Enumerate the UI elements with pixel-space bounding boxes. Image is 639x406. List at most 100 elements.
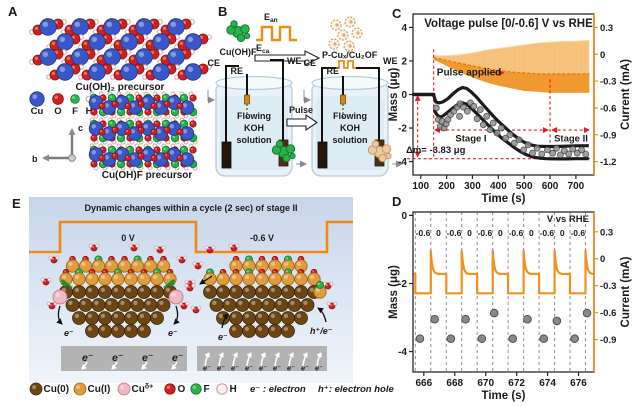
panel-b: B Cu(OH)F Ean Eca P-Cuₓ/Cu₂OF CE RE WE Flow… bbox=[207, 4, 403, 177]
substrate-left bbox=[61, 346, 187, 371]
time-tick-label: 400 bbox=[490, 181, 507, 192]
phase-voltage-label: -0.6 bbox=[478, 228, 493, 238]
mass-scatter-point bbox=[578, 146, 585, 154]
reaction-scheme: Cu(OH)F Ean Eca P-Cuₓ/Cu₂OF bbox=[220, 12, 378, 66]
current-tick-label: -0.3 bbox=[600, 77, 616, 88]
current-tick-label: 0.3 bbox=[600, 23, 613, 34]
electron-annotation: e⁻ bbox=[64, 328, 74, 338]
time-tick-label: 700 bbox=[568, 181, 585, 192]
mass-dot bbox=[523, 314, 532, 324]
mass-scatter-point bbox=[506, 131, 514, 139]
mass-scatter-point bbox=[483, 112, 491, 120]
mass-scatter-point bbox=[463, 107, 471, 115]
reaction-arrow bbox=[254, 50, 321, 66]
panel-c-label: C bbox=[392, 6, 402, 21]
mass-dot bbox=[552, 316, 562, 326]
mass-scatter-point bbox=[493, 129, 501, 137]
mass-dot bbox=[446, 334, 456, 343]
substrate-electron-label: e⁻ bbox=[245, 364, 253, 373]
mass-dot bbox=[489, 308, 499, 318]
electron-annotation: e⁻ bbox=[168, 328, 178, 338]
product-label: P-Cuₓ/Cu₂OF bbox=[322, 50, 378, 60]
voltage-neg06v-label: -0.6 V bbox=[250, 233, 274, 243]
phase-voltage-label: 0 bbox=[467, 228, 472, 238]
species-legend-label: O bbox=[178, 384, 186, 395]
mass-tick-label: -2 bbox=[398, 279, 407, 290]
d-current-axis-label: Current (mA) bbox=[620, 256, 632, 327]
mass-scatter-point bbox=[582, 150, 590, 158]
species-legend-label: Cuδ+ bbox=[132, 384, 154, 396]
voltage-0v-label: 0 V bbox=[121, 233, 135, 243]
c-title: Voltage pulse [0/-0.6] V vs RHE bbox=[424, 18, 593, 30]
time-tick-label: 100 bbox=[412, 181, 429, 192]
phase-voltage-label: -0.6 bbox=[570, 228, 585, 238]
time-tick-label: 200 bbox=[438, 181, 455, 192]
anodic-potential-label: Ean bbox=[264, 12, 278, 24]
electrochemical-cell-after: CE RE WE Flowing KOH solution bbox=[303, 56, 403, 177]
mass-tick-label: 2 bbox=[401, 56, 407, 67]
electrode-label: RE bbox=[230, 66, 243, 76]
substrate-electron-label: e⁻ bbox=[203, 364, 211, 373]
mass-scatter-point bbox=[489, 119, 497, 127]
mass-tick-label: 0 bbox=[401, 211, 407, 222]
phase-voltage-label: 0 bbox=[436, 228, 441, 238]
time-tick-label: 676 bbox=[570, 378, 587, 389]
pulse-step-arrow bbox=[286, 113, 318, 132]
crystal-axes: c b bbox=[32, 123, 83, 164]
panel-b-label: B bbox=[218, 4, 227, 19]
panel-c-chart: C 4 2 0 -2 -4 100 200 300 400 500 600 700 0.3 0 -0.3 -0.… bbox=[388, 6, 632, 205]
panel-d-chart: D-0.6 0 -0.6 0 -0.6 0 -0.6 0 -0.6 0 -0.6V vs RHE0-… bbox=[388, 194, 632, 402]
stage2-text: Stage II bbox=[554, 133, 588, 144]
phase-voltage-label: 0 bbox=[529, 228, 534, 238]
mass-scatter-point bbox=[549, 149, 557, 157]
species-legend-label: Cu(0) bbox=[44, 384, 70, 395]
panel-e-title: Dynamic changes within a cycle (2 sec) o… bbox=[84, 203, 297, 213]
current-square-wave bbox=[413, 249, 595, 295]
time-tick-label: 300 bbox=[464, 181, 481, 192]
pulse-step-label: Pulse bbox=[289, 105, 313, 115]
substrate-electron-label: e⁻ bbox=[217, 364, 225, 373]
mass-scatter-point bbox=[520, 146, 528, 154]
substrate-electron-label: e⁻ bbox=[273, 364, 281, 373]
phase-voltage-label: 0 bbox=[498, 228, 503, 238]
pulse-applied-text: Pulse applied bbox=[437, 68, 501, 79]
electrode-label: WE bbox=[287, 56, 302, 66]
atom-legend-label: F bbox=[72, 106, 78, 117]
c-mass-axis-label: Mass (μg) bbox=[388, 67, 400, 121]
mass-dot bbox=[508, 334, 518, 343]
mass-scatter-point bbox=[502, 134, 509, 142]
mass-scatter-point bbox=[473, 115, 481, 123]
current-tick-label: 0.3 bbox=[600, 227, 613, 238]
cathodic-potential-label: Eca bbox=[256, 43, 270, 55]
phase-voltage-label: -0.6 bbox=[539, 228, 554, 238]
phase-voltage-label: 0 bbox=[560, 228, 565, 238]
mass-scatter-point bbox=[510, 139, 518, 147]
electrode-label: RE bbox=[326, 66, 339, 76]
cuohf-particles-icon bbox=[226, 20, 251, 43]
mass-scatter-point bbox=[460, 103, 467, 111]
current-tick-label: 0 bbox=[600, 254, 605, 265]
mass-scatter-point bbox=[573, 149, 581, 157]
panel-e: E Dynamic changes within a cycle (2 sec)… bbox=[12, 196, 394, 396]
delta-m-text: Δm= -3.83 μg bbox=[406, 145, 466, 156]
atomic-cluster-0v: e⁻ e⁻ bbox=[40, 243, 196, 338]
mass-scatter-point bbox=[476, 106, 484, 113]
pulse-waveform-icon bbox=[256, 25, 297, 42]
substrate-electron-label: e⁻ bbox=[231, 364, 239, 373]
mass-scatter-point bbox=[456, 112, 463, 120]
phase-voltage-label: -0.6 bbox=[509, 228, 524, 238]
mass-scatter-point bbox=[524, 141, 532, 149]
time-tick-label: 672 bbox=[508, 378, 525, 389]
current-tick-label: -0.6 bbox=[600, 103, 616, 114]
time-tick-label: 600 bbox=[542, 181, 559, 192]
mass-tick-label: 0 bbox=[401, 90, 407, 101]
mass-scatter-point bbox=[538, 150, 546, 158]
current-dark-band bbox=[433, 57, 590, 93]
time-tick-label: 674 bbox=[539, 378, 556, 389]
species-legend-label: F bbox=[204, 384, 210, 395]
substrate-electron-label: e⁻ bbox=[172, 352, 183, 364]
cuohf-caption: Cu(OH)F precursor bbox=[102, 170, 193, 181]
hole-legend-text: h⁺: electron hole bbox=[318, 384, 394, 395]
